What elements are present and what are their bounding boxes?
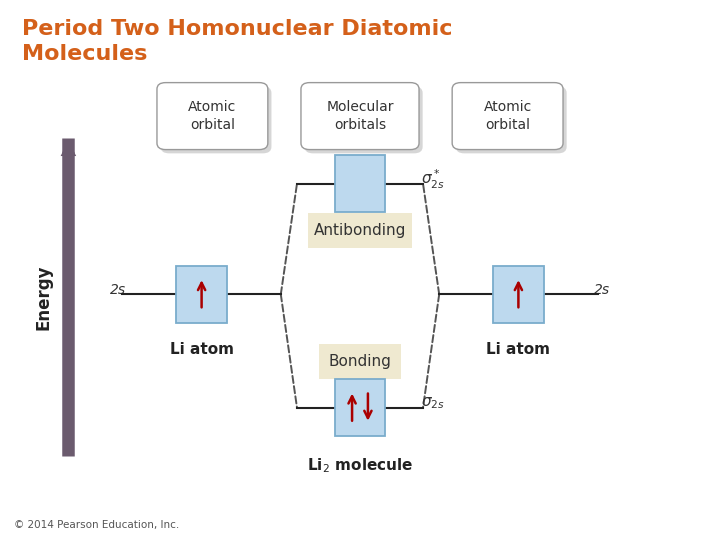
Text: $\sigma_{2s}$: $\sigma_{2s}$ (421, 395, 445, 411)
Text: Molecular
orbitals: Molecular orbitals (326, 100, 394, 132)
FancyBboxPatch shape (161, 86, 271, 153)
Text: © 2014 Pearson Education, Inc.: © 2014 Pearson Education, Inc. (14, 520, 180, 530)
FancyBboxPatch shape (452, 83, 563, 150)
FancyBboxPatch shape (456, 86, 567, 153)
Text: Li atom: Li atom (487, 341, 550, 356)
Text: Atomic
orbital: Atomic orbital (483, 100, 532, 132)
Bar (308, 213, 413, 248)
Text: Atomic
orbital: Atomic orbital (188, 100, 237, 132)
Bar (335, 379, 385, 436)
FancyBboxPatch shape (305, 86, 423, 153)
Text: $\sigma^*_{2s}$: $\sigma^*_{2s}$ (421, 168, 445, 191)
Bar (176, 266, 227, 322)
Bar (319, 345, 402, 379)
FancyBboxPatch shape (301, 83, 419, 150)
FancyBboxPatch shape (157, 83, 268, 150)
Text: Antibonding: Antibonding (314, 224, 406, 238)
Text: Period Two Homonuclear Diatomic
Molecules: Period Two Homonuclear Diatomic Molecule… (22, 19, 452, 64)
Text: Li atom: Li atom (170, 341, 233, 356)
Text: Energy: Energy (34, 264, 52, 330)
Bar (335, 156, 385, 212)
Text: 2s: 2s (110, 283, 126, 297)
Bar (493, 266, 544, 322)
Text: 2s: 2s (594, 283, 610, 297)
Text: Li$_2$ molecule: Li$_2$ molecule (307, 457, 413, 475)
Text: Bonding: Bonding (328, 354, 392, 369)
